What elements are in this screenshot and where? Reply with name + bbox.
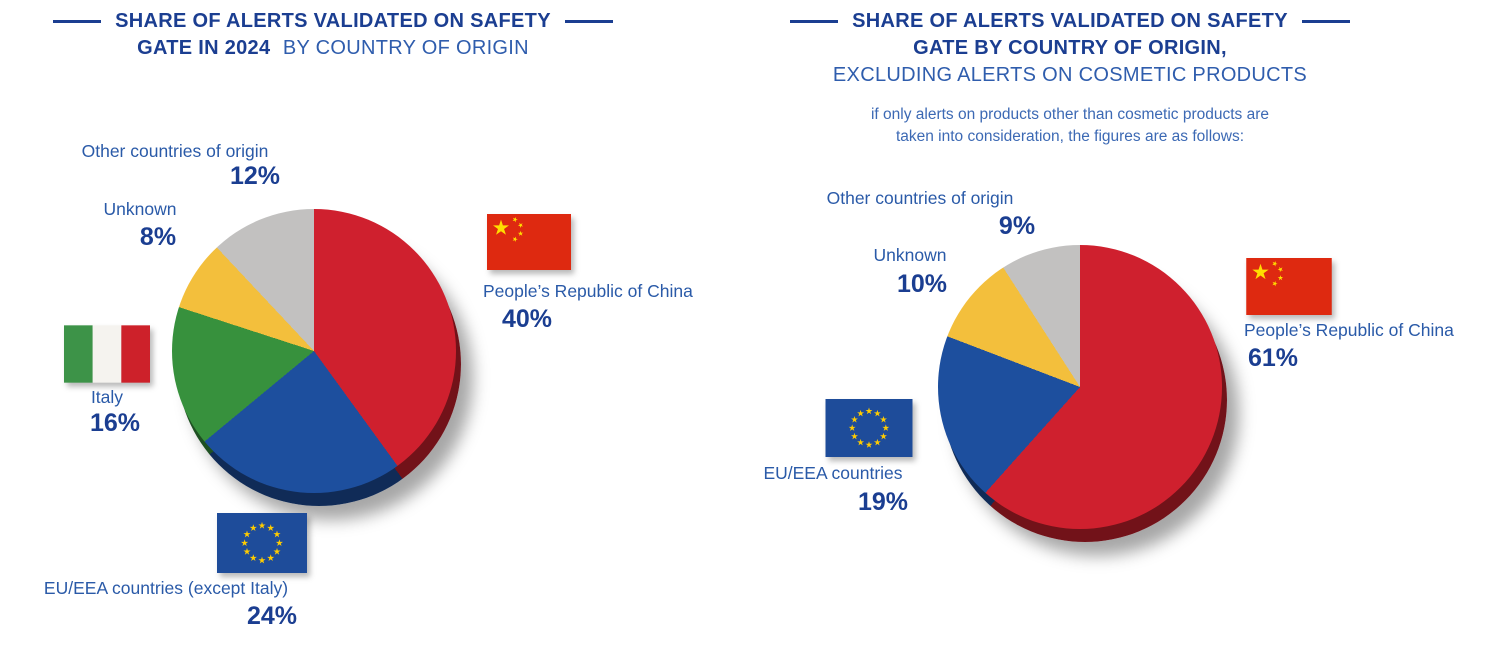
right-label-eu-percent: 19% [857, 488, 909, 516]
title-dash-left [790, 20, 839, 23]
title-dash-right [564, 20, 613, 23]
right-chart-title: SHARE OF ALERTS VALIDATED ON SAFETY GATE… [755, 8, 1385, 89]
left-title-line2-light: BY COUNTRY OF ORIGIN [282, 37, 529, 59]
left-title-line2: GATE IN 2024 BY COUNTRY OF ORIGIN [8, 35, 658, 62]
right-label-other-percent: 9% [998, 212, 1036, 240]
left-label-unknown-name: Unknown [103, 199, 177, 219]
left-label-unknown-percent: 8% [139, 223, 177, 251]
left-pie-chart [172, 209, 461, 506]
left-label-eu-name: EU/EEA countries (except Italy) [43, 578, 289, 598]
right-pie-chart [938, 245, 1227, 542]
right-pie-face [938, 245, 1222, 529]
left-pie-face [172, 209, 456, 493]
eu-flag [217, 513, 307, 573]
right-label-unknown-percent: 10% [896, 270, 948, 298]
right-title-line2: GATE BY COUNTRY OF ORIGIN, [913, 37, 1227, 59]
left-label-other-name: Other countries of origin [81, 141, 269, 161]
left-title-line1-text: SHARE OF ALERTS VALIDATED ON SAFETY [115, 10, 551, 32]
right-title-line1-text: SHARE OF ALERTS VALIDATED ON SAFETY [852, 10, 1288, 32]
left-label-other-percent: 12% [229, 162, 281, 190]
china-flag [1246, 258, 1332, 315]
title-dash-left [53, 20, 102, 23]
right-title-line1: SHARE OF ALERTS VALIDATED ON SAFETY [755, 8, 1385, 35]
right-label-unknown-name: Unknown [873, 245, 947, 265]
left-label-eu-percent: 24% [246, 602, 298, 630]
right-chart-subtitle: if only alerts on products other than co… [780, 104, 1360, 148]
italy-flag [64, 325, 150, 383]
right-label-china-percent: 61% [1248, 344, 1299, 372]
left-label-italy-percent: 16% [89, 409, 141, 437]
left-title-line1: SHARE OF ALERTS VALIDATED ON SAFETY [8, 8, 658, 35]
china-flag [487, 214, 571, 270]
left-title-line2-bold: GATE IN 2024 [137, 37, 271, 59]
title-dash-right [1301, 20, 1350, 23]
right-subtitle-line1: if only alerts on products other than co… [870, 106, 1270, 123]
eu-flag [825, 399, 913, 457]
right-label-eu-name: EU/EEA countries [763, 463, 903, 483]
right-label-other-name: Other countries of origin [826, 188, 1014, 208]
right-subtitle-line2: taken into consideration, the figures ar… [895, 128, 1245, 145]
right-label-china-name: People’s Republic of China [1244, 320, 1454, 340]
right-title-line3: EXCLUDING ALERTS ON COSMETIC PRODUCTS [832, 64, 1308, 86]
left-label-china-name: People’s Republic of China [483, 281, 693, 301]
left-chart-title: SHARE OF ALERTS VALIDATED ON SAFETY GATE… [8, 8, 658, 62]
left-label-china-percent: 40% [502, 305, 553, 333]
left-label-italy-name: Italy [90, 387, 124, 407]
